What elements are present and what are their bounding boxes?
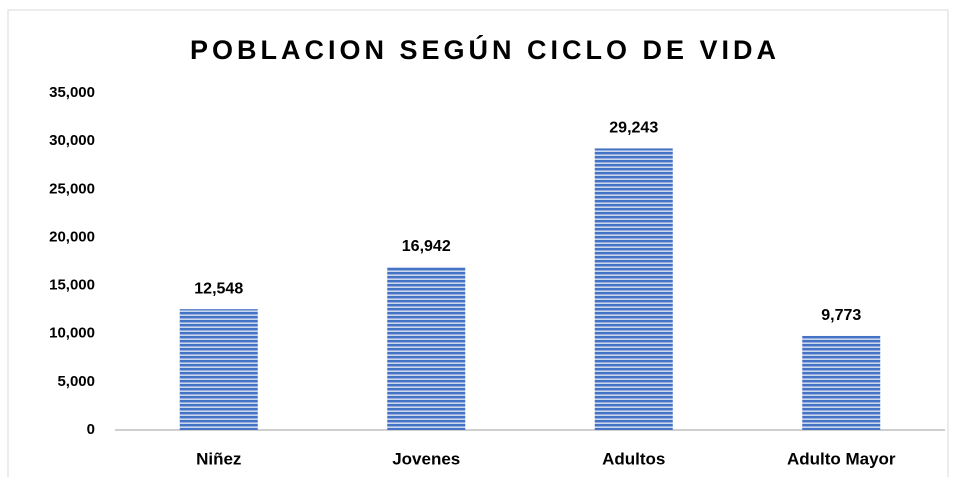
value-label: 9,773 [821, 307, 861, 324]
x-tick-label: Adulto Mayor [787, 449, 896, 468]
y-tick-label: 25,000 [49, 180, 95, 197]
value-label: 16,942 [402, 238, 451, 255]
bar [387, 266, 466, 430]
chart-border [7, 9, 949, 477]
y-tick-label: 10,000 [49, 325, 95, 342]
bar [179, 309, 258, 430]
value-label: 29,243 [609, 120, 658, 137]
y-tick-label: 5,000 [57, 373, 95, 390]
bar [802, 335, 881, 430]
y-tick-label: 20,000 [49, 228, 95, 245]
y-tick-label: 15,000 [49, 277, 95, 294]
chart-title: POBLACION SEGÚN CICLO DE VIDA [190, 34, 780, 65]
y-tick-label: 30,000 [49, 132, 95, 149]
x-tick-label: Jovenes [392, 449, 460, 468]
y-tick-label: 35,000 [49, 84, 95, 101]
x-tick-label: Adultos [602, 449, 665, 468]
bar [594, 148, 673, 430]
value-label: 12,548 [194, 280, 243, 297]
y-tick-label: 0 [87, 421, 95, 438]
x-tick-label: Niñez [196, 449, 241, 468]
